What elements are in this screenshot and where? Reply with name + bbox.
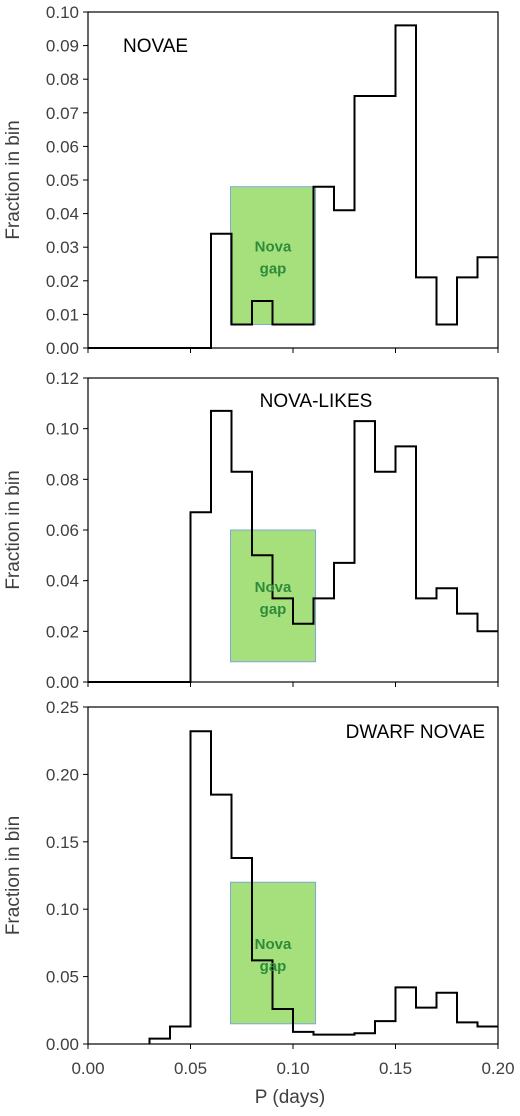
gap-label-line-1: Nova: [255, 579, 292, 596]
y-tick-label: 0.08: [46, 70, 79, 89]
y-tick-label: 0.08: [46, 470, 79, 489]
gap-label-line-2: gap: [260, 601, 287, 618]
y-tick-label: 0.10: [46, 420, 79, 439]
panel-novae: 0.00 0.01 0.02 0.03 0.04 0.05 0.06 0.07 0.08 0.09…: [3, 3, 499, 358]
gap-label-line-1: Nova: [255, 239, 292, 256]
y-tick-label: 0.12: [46, 369, 79, 388]
y-tick-label: 0.00: [46, 339, 79, 358]
panel-title: NOVAE: [123, 36, 188, 57]
histogram-series: [88, 24, 498, 349]
y-tick-label: 0.05: [46, 968, 79, 987]
gap-label-line-2: gap: [260, 261, 287, 278]
y-tick-label: 0.10: [46, 900, 79, 919]
x-tick-label: 0.10: [276, 1059, 309, 1078]
y-tick-label: 0.06: [46, 137, 79, 156]
y-tick-label: 0.03: [46, 238, 79, 257]
y-axis-label: Fraction in bin: [3, 120, 24, 239]
panel-title: NOVA-LIKES: [260, 391, 373, 412]
histogram-series: [88, 409, 498, 683]
y-tick-label: 0.09: [46, 37, 79, 56]
panel-nova-likes: 0.00 0.02 0.04 0.06 0.08 0.10 0.12 Nova gap NOVA-…: [3, 369, 499, 692]
y-tick-label: 0.06: [46, 521, 79, 540]
x-tick-label: 0.05: [174, 1059, 207, 1078]
x-tick-label: 0.00: [71, 1059, 104, 1078]
y-tick-label: 0.07: [46, 104, 79, 123]
y-tick-label: 0.04: [46, 205, 79, 224]
gap-label-line-2: gap: [260, 958, 287, 975]
panel-title: DWARF NOVAE: [346, 722, 485, 743]
y-tick-label: 0.25: [46, 698, 79, 717]
panel-dwarf-novae: 0.00 0.05 0.10 0.15 0.20 0.25 0.00 0.05 0.10 0.15…: [3, 698, 515, 1078]
y-tick-label: 0.00: [46, 673, 79, 692]
x-axis-label: P (days): [255, 1087, 325, 1108]
x-tick-label: 0.20: [481, 1059, 514, 1078]
gap-label-line-1: Nova: [255, 936, 292, 953]
y-axis-label: Fraction in bin: [3, 816, 24, 935]
y-tick-label: 0.02: [46, 272, 79, 291]
y-tick-label: 0.10: [46, 3, 79, 22]
y-tick-label: 0.01: [46, 305, 79, 324]
y-tick-label: 0.20: [46, 765, 79, 784]
y-tick-label: 0.05: [46, 171, 79, 190]
x-tick-label: 0.15: [379, 1059, 412, 1078]
y-axis-label: Fraction in bin: [3, 470, 24, 589]
histogram-series: [148, 730, 498, 1044]
y-tick-label: 0.02: [46, 622, 79, 641]
y-tick-label: 0.04: [46, 572, 79, 591]
y-tick-label: 0.00: [46, 1035, 79, 1054]
y-tick-label: 0.15: [46, 833, 79, 852]
